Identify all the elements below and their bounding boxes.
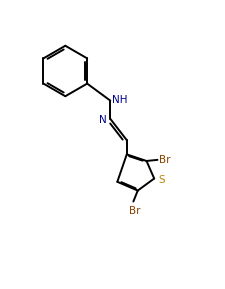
Text: N: N (99, 115, 107, 125)
Text: S: S (159, 175, 165, 185)
Text: NH: NH (112, 95, 128, 105)
Text: Br: Br (129, 206, 140, 216)
Text: Br: Br (159, 155, 170, 165)
